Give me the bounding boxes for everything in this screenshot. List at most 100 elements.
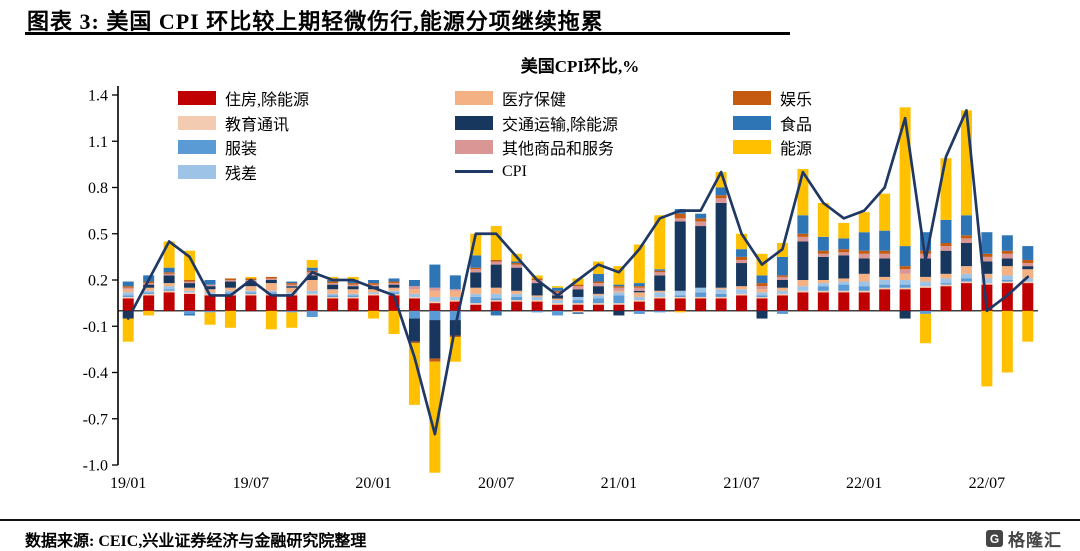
bar-segment — [245, 295, 257, 311]
bar-segment — [674, 221, 686, 291]
bar-segment — [633, 310, 645, 314]
bar-segment — [204, 312, 216, 325]
bar-segment — [674, 298, 686, 311]
bar-segment — [613, 286, 625, 288]
bar-segment — [858, 253, 870, 259]
bar-segment — [899, 266, 911, 270]
bar-segment — [429, 264, 441, 288]
bar-segment — [776, 310, 788, 314]
bar-segment — [981, 283, 993, 285]
y-axis-tick-label: -0.7 — [83, 411, 108, 428]
bar-segment — [408, 310, 420, 319]
bar-segment — [981, 256, 993, 262]
bar-segment — [1022, 259, 1034, 264]
bar-segment — [327, 293, 339, 296]
bar-segment — [756, 295, 768, 297]
bar-segment — [879, 250, 891, 254]
bar-segment — [572, 284, 584, 287]
bar-segment — [592, 295, 604, 299]
bar-segment — [163, 286, 175, 290]
bar-segment — [143, 292, 155, 294]
bar-segment — [572, 300, 584, 304]
cpi-line — [126, 109, 1030, 436]
bar-segment — [960, 235, 972, 239]
bar-segment — [429, 287, 441, 291]
bar-segment — [572, 296, 584, 301]
legend-label: 残差 — [225, 165, 258, 183]
bar-segment — [552, 295, 564, 299]
bar-segment — [347, 293, 359, 296]
bar-segment — [674, 290, 686, 296]
bar-segment — [429, 358, 441, 362]
bar-segment — [429, 303, 441, 311]
bar-segment — [204, 286, 216, 290]
bar-segment — [531, 295, 543, 297]
bar-segment — [531, 275, 543, 279]
bar-segment — [654, 310, 666, 313]
bar-segment — [143, 284, 155, 288]
x-axis-tick-label: 19/01 — [110, 475, 146, 492]
x-axis-tick-label: 20/07 — [478, 475, 514, 492]
bar-segment — [920, 310, 932, 314]
bar-segment — [245, 292, 257, 294]
bar-segment — [654, 269, 666, 271]
bar-segment — [1022, 263, 1034, 267]
bar-segment — [429, 290, 441, 297]
bar-segment — [470, 293, 482, 297]
bar-segment — [245, 293, 257, 296]
bar-segment — [592, 298, 604, 304]
bar-segment — [654, 296, 666, 299]
bar-segment — [143, 295, 155, 311]
bar-segment — [674, 218, 686, 222]
bar-segment — [981, 310, 993, 387]
bar-segment — [245, 286, 257, 291]
bar-segment — [265, 295, 277, 311]
legend-item: 能源 — [733, 135, 812, 160]
bar-segment — [368, 293, 380, 296]
legend-color-swatch — [178, 91, 216, 106]
bar-segment — [899, 284, 911, 288]
bar-segment — [511, 293, 523, 297]
bar-segment — [838, 290, 850, 293]
y-axis-tick-label: 0.2 — [88, 273, 108, 290]
bar-segment — [756, 289, 768, 293]
bar-segment — [327, 289, 339, 294]
bar-segment — [1022, 283, 1034, 311]
gelonghui-logo-icon: G — [986, 530, 1003, 547]
bar-segment — [715, 293, 727, 297]
y-axis-tick-label: 1.4 — [88, 88, 108, 105]
legend-label: 娱乐 — [780, 92, 813, 110]
bar-segment — [858, 273, 870, 282]
bar-segment — [817, 202, 829, 237]
bar-segment — [613, 292, 625, 296]
bar-segment — [470, 296, 482, 304]
bar-segment — [940, 158, 952, 220]
bar-segment — [960, 110, 972, 216]
bar-segment — [838, 281, 850, 285]
data-source-text: 数据来源: CEIC,兴业证券经济与金融研究院整理 — [25, 533, 367, 550]
legend-color-swatch — [455, 91, 493, 106]
bar-segment — [613, 290, 625, 293]
bar-segment — [960, 266, 972, 274]
bar-segment — [736, 289, 748, 294]
bar-segment — [592, 293, 604, 296]
bar-segment — [981, 273, 993, 279]
bar-segment — [940, 250, 952, 274]
bar-segment — [286, 286, 298, 288]
bar-segment — [122, 295, 134, 297]
bar-segment — [286, 283, 298, 285]
bar-segment — [204, 310, 216, 313]
bar-segment — [756, 283, 768, 287]
bar-segment — [388, 281, 400, 284]
bar-segment — [408, 293, 420, 297]
bar-segment — [572, 312, 584, 314]
bar-segment — [184, 292, 196, 294]
bar-segment — [613, 284, 625, 287]
bar-segment — [265, 276, 277, 279]
bar-segment — [511, 290, 523, 294]
bar-segment — [286, 287, 298, 293]
bar-segment — [674, 295, 686, 297]
legend-item: 交通运输,除能源 — [455, 111, 618, 136]
bar-segment — [1001, 235, 1013, 251]
